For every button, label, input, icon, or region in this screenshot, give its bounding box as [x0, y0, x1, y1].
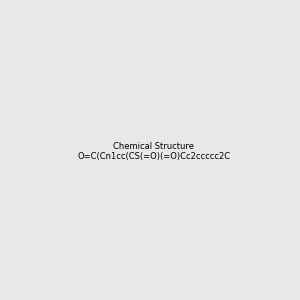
Text: Chemical Structure
O=C(Cn1cc(CS(=O)(=O)Cc2ccccc2C: Chemical Structure O=C(Cn1cc(CS(=O)(=O)C… [77, 142, 230, 161]
